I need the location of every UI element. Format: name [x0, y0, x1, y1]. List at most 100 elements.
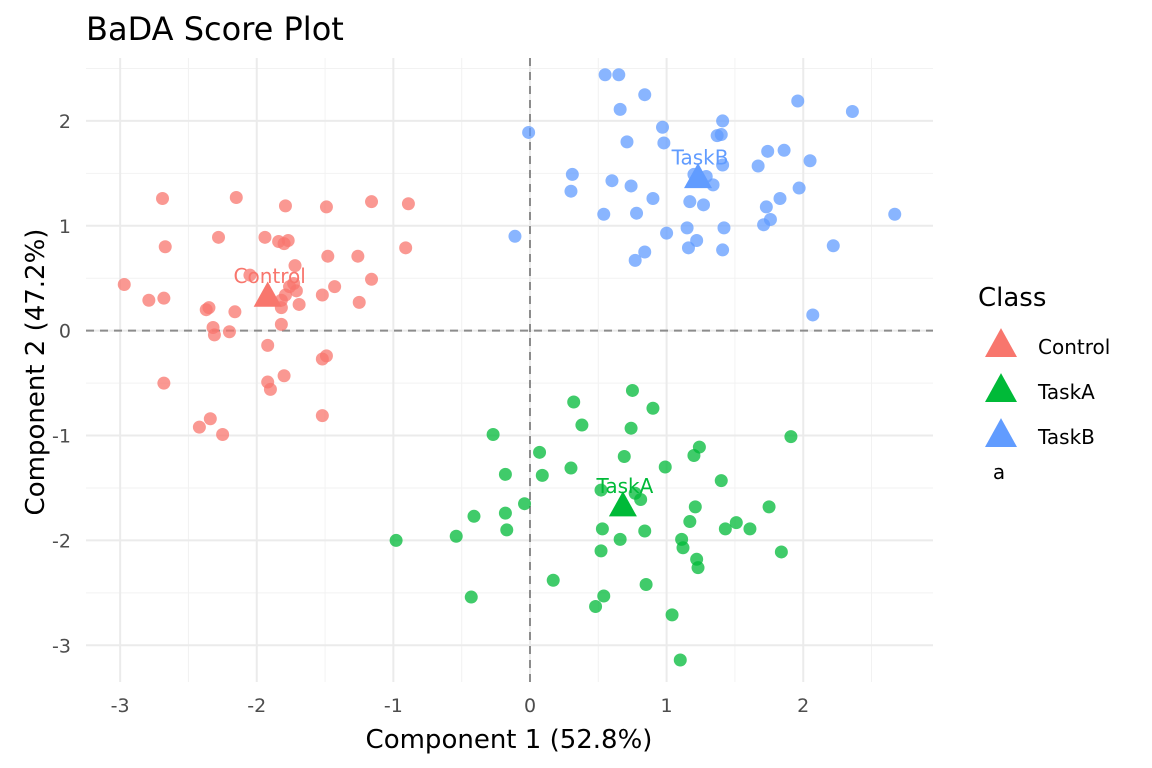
data-point-taska — [613, 532, 627, 546]
data-point-taskb — [605, 174, 619, 188]
data-points — [117, 68, 902, 667]
data-point-control — [328, 280, 342, 294]
data-point-taska — [567, 395, 581, 409]
data-point-control — [365, 195, 379, 209]
x-tick-label: 0 — [524, 695, 536, 717]
data-point-control — [401, 197, 415, 211]
data-point-taskb — [620, 135, 634, 149]
data-point-control — [212, 230, 226, 244]
centroid-marker-taskb — [684, 162, 713, 189]
y-axis-ticks: -3 -2 -1 0 1 2 — [52, 111, 71, 657]
grid-minor — [86, 58, 933, 682]
data-point-taska — [665, 608, 679, 622]
chart-title: BaDA Score Plot — [86, 10, 344, 48]
data-point-taskb — [630, 206, 644, 220]
data-point-taska — [683, 515, 697, 529]
data-point-taskb — [522, 125, 536, 139]
data-point-control — [117, 278, 131, 292]
data-point-taska — [714, 474, 728, 488]
data-point-taska — [486, 427, 500, 441]
x-tick-label: 2 — [797, 695, 809, 717]
x-axis-title: Component 1 (52.8%) — [366, 725, 653, 755]
data-point-control — [207, 328, 221, 342]
data-point-taska — [546, 573, 560, 587]
data-point-taskb — [612, 68, 626, 82]
data-point-control — [281, 233, 295, 247]
data-point-taska — [594, 544, 608, 558]
y-tick-label: -3 — [52, 635, 71, 657]
data-point-taska — [658, 460, 672, 474]
data-point-control — [278, 199, 292, 213]
data-point-taskb — [597, 207, 611, 221]
data-point-control — [261, 338, 275, 352]
x-tick-label: 1 — [661, 695, 673, 717]
y-tick-label: -2 — [52, 530, 71, 552]
data-point-control — [202, 301, 216, 315]
data-point-control — [315, 409, 329, 423]
data-point-taskb — [751, 159, 765, 173]
data-point-control — [222, 325, 236, 339]
data-point-taskb — [714, 128, 728, 142]
reference-lines — [86, 58, 933, 682]
data-point-taskb — [803, 154, 817, 168]
data-point-control — [216, 427, 230, 441]
legend-key-taska — [985, 373, 1017, 402]
data-point-control — [277, 369, 291, 383]
data-point-taska — [464, 590, 478, 604]
data-point-taskb — [806, 308, 820, 322]
data-point-control — [319, 200, 333, 214]
data-point-taskb — [638, 245, 652, 259]
y-axis-title: Component 2 (47.2%) — [21, 229, 51, 516]
data-point-control — [288, 259, 302, 273]
data-point-taska — [595, 522, 609, 536]
data-point-control — [243, 268, 257, 282]
data-point-taska — [500, 523, 514, 537]
data-point-control — [229, 190, 243, 204]
data-point-taska — [673, 653, 687, 667]
data-point-control — [365, 272, 379, 286]
legend-label-taska: TaskA — [1037, 380, 1095, 404]
x-tick-label: -3 — [111, 695, 130, 717]
data-point-control — [351, 249, 365, 263]
data-point-taskb — [680, 221, 694, 235]
data-point-taska — [498, 467, 512, 481]
data-point-control — [289, 284, 303, 298]
legend-label-control: Control — [1038, 335, 1110, 359]
data-point-control — [158, 240, 172, 254]
data-point-control — [292, 297, 306, 311]
data-point-taskb — [624, 179, 638, 193]
x-tick-label: -2 — [247, 695, 266, 717]
data-point-taskb — [845, 104, 859, 118]
data-point-taska — [589, 599, 603, 613]
data-point-taska — [688, 500, 702, 514]
data-point-control — [321, 249, 335, 263]
data-point-control — [142, 293, 156, 307]
data-point-taska — [762, 500, 776, 514]
data-point-taska — [774, 545, 788, 559]
centroid-label-taska: TaskA — [595, 474, 653, 498]
data-point-taska — [676, 541, 690, 555]
x-axis-ticks: -3 -2 -1 0 1 2 — [111, 695, 810, 717]
data-point-control — [228, 305, 242, 319]
data-point-taskb — [716, 114, 730, 128]
data-point-taskb — [759, 200, 773, 214]
data-point-control — [258, 230, 272, 244]
data-point-taska — [625, 383, 639, 397]
data-point-taska — [743, 522, 757, 536]
class-centroids: Control TaskA TaskB — [234, 146, 728, 517]
legend-label-taskb: TaskB — [1037, 425, 1095, 449]
data-point-control — [274, 317, 288, 331]
data-point-control — [315, 352, 329, 366]
data-point-taska — [718, 522, 732, 536]
data-point-taska — [638, 524, 652, 538]
y-tick-label: -1 — [52, 426, 71, 448]
centroid-marker-taska — [608, 491, 637, 517]
y-tick-label: 0 — [59, 321, 71, 343]
data-point-taskb — [683, 195, 697, 209]
data-point-taskb — [791, 94, 805, 108]
data-point-taskb — [508, 229, 522, 243]
centroid-marker-control — [253, 281, 282, 307]
data-point-taskb — [598, 68, 612, 82]
data-point-taskb — [761, 144, 775, 158]
data-point-taskb — [690, 233, 704, 247]
